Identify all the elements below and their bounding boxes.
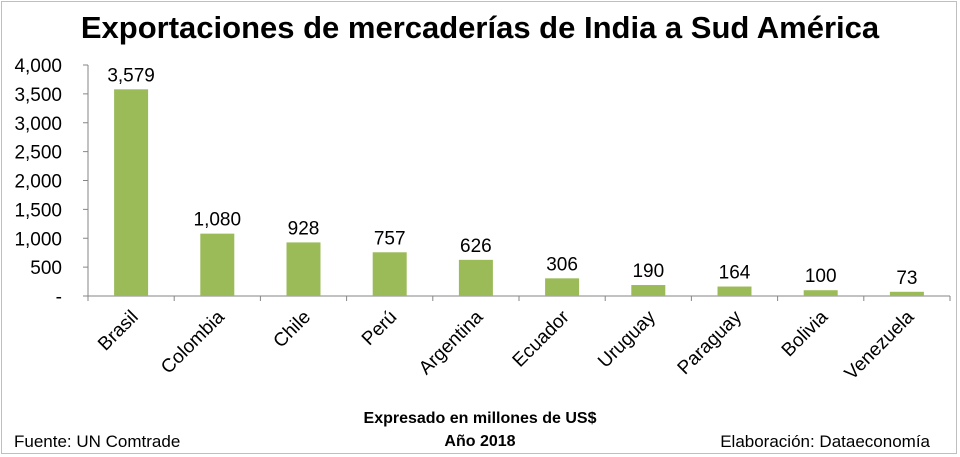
data-label: 73 [896, 268, 917, 289]
bar [631, 285, 666, 296]
x-tick-label: Perú [358, 307, 401, 350]
chart-title: Exportaciones de mercaderías de India a … [80, 10, 880, 45]
data-label: 306 [546, 254, 578, 275]
y-tick-label: - [56, 287, 62, 308]
data-label: 3,579 [107, 65, 155, 86]
data-label: 1,080 [194, 210, 242, 231]
bar [545, 278, 580, 296]
x-tick-label: Venezuela [841, 306, 919, 384]
data-label: 164 [719, 263, 751, 284]
source-note: Fuente: UN Comtrade [14, 432, 181, 451]
credit-note: Elaboración: Dataeconomía [720, 432, 930, 451]
y-tick-label: 2,500 [14, 143, 62, 164]
year-note: Año 2018 [444, 433, 516, 450]
data-label: 100 [805, 266, 837, 287]
bar [114, 89, 149, 297]
x-tick-label: Brasil [94, 307, 142, 355]
y-tick-label: 3,500 [14, 85, 62, 106]
data-label: 190 [632, 261, 664, 282]
x-tick-label: Bolivia [778, 306, 833, 361]
y-tick-label: 4,000 [14, 56, 62, 77]
y-tick-label: 3,000 [14, 114, 62, 135]
x-tick-label: Uruguay [594, 306, 660, 372]
bar [286, 242, 321, 296]
x-tick-label: Ecuador [509, 306, 574, 371]
data-label: 757 [374, 228, 406, 249]
data-label: 928 [288, 218, 320, 239]
bar [458, 259, 493, 296]
y-tick-label: 1,000 [14, 229, 62, 250]
x-tick-label: Argentina [415, 306, 488, 379]
x-tick-label: Colombia [157, 306, 229, 378]
bar [889, 291, 924, 296]
unit-note: Expresado en millones de US$ [363, 410, 597, 427]
bar [372, 252, 407, 296]
y-tick-label: 2,000 [14, 172, 62, 193]
y-tick-label: 500 [30, 258, 62, 279]
y-tick-label: 1,500 [14, 200, 62, 221]
x-tick-label: Chile [270, 307, 315, 352]
bar [200, 233, 235, 296]
data-label: 626 [460, 236, 492, 257]
x-tick-label: Paraguay [674, 306, 747, 379]
bar [717, 286, 752, 296]
bar [803, 290, 838, 296]
